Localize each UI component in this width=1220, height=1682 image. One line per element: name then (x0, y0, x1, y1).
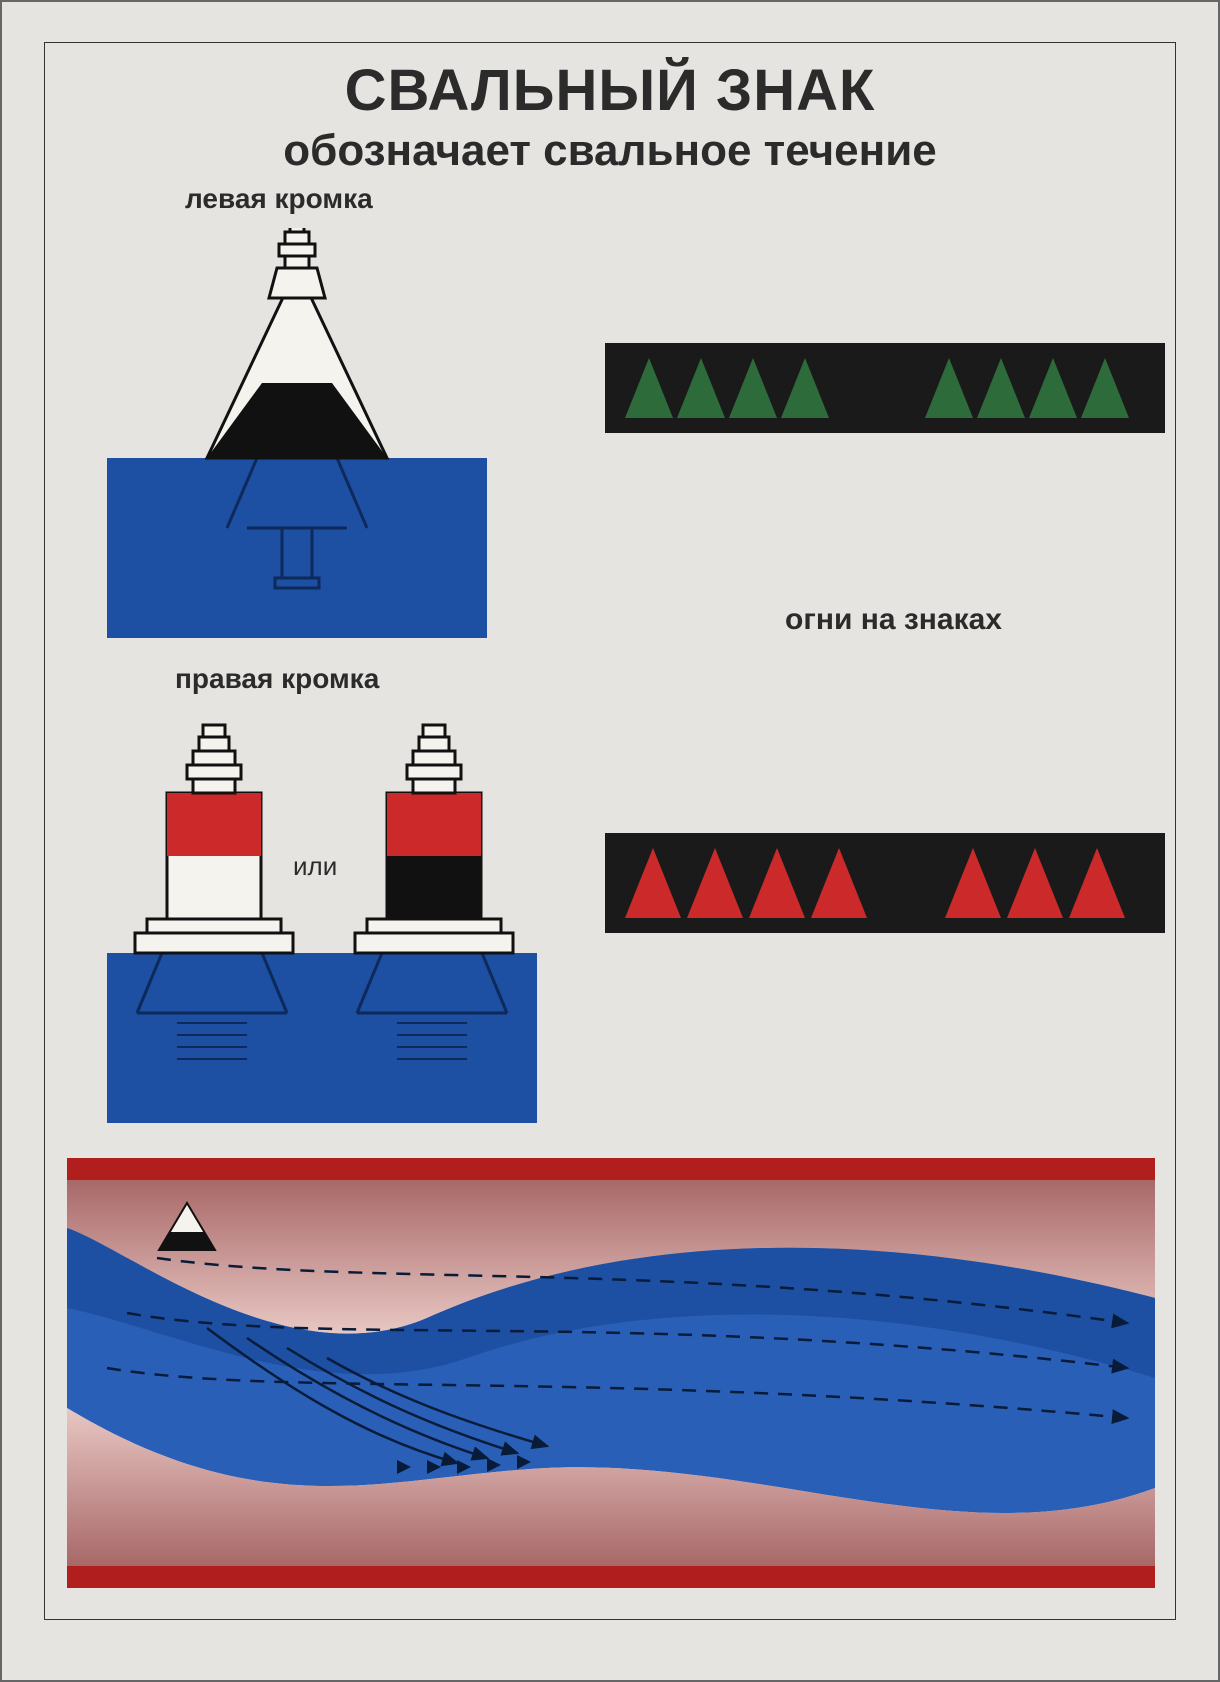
lights-caption: огни на знаках (785, 603, 1002, 637)
light-triangle-icon (687, 848, 743, 918)
or-label: или (293, 851, 337, 882)
main-title: СВАЛЬНЫЙ ЗНАК (45, 61, 1175, 122)
poster-page: СВАЛЬНЫЙ ЗНАК обозначает свальное течени… (0, 0, 1220, 1682)
light-triangle-icon (1007, 848, 1063, 918)
light-triangle-icon (925, 358, 973, 418)
light-triangle-icon (749, 848, 805, 918)
left-edge-label: левая кромка (185, 183, 373, 215)
light-triangle-icon (811, 848, 867, 918)
light-triangle-icon (945, 848, 1001, 918)
light-triangle-icon (1069, 848, 1125, 918)
light-triangle-icon (977, 358, 1025, 418)
lights-bar-green (605, 343, 1165, 433)
light-triangle-icon (625, 848, 681, 918)
subtitle: обозначает свальное течение (45, 126, 1175, 176)
light-triangle-icon (1029, 358, 1077, 418)
poster-frame: СВАЛЬНЫЙ ЗНАК обозначает свальное течени… (44, 42, 1176, 1620)
lights-bar-red (605, 833, 1165, 933)
light-triangle-icon (677, 358, 725, 418)
left-buoy-diagram (107, 228, 487, 648)
light-triangle-icon (729, 358, 777, 418)
light-triangle-icon (781, 358, 829, 418)
light-triangle-icon (625, 358, 673, 418)
river-diagram (67, 1158, 1155, 1588)
right-edge-label: правая кромка (175, 663, 379, 695)
light-triangle-icon (1081, 358, 1129, 418)
right-buoys-diagram (107, 703, 537, 1133)
